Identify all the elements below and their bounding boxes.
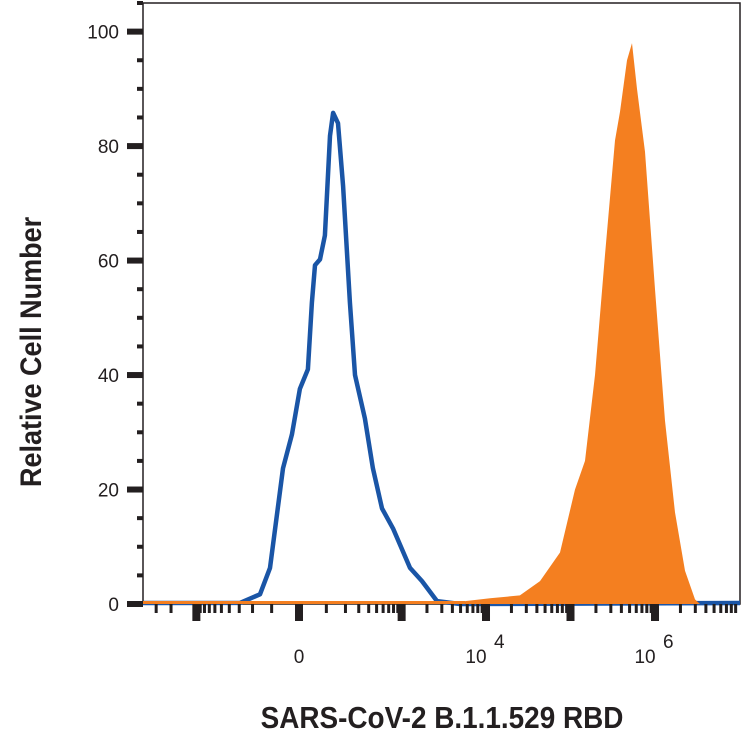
x-minor-tick [450, 604, 454, 613]
y-major-tick [127, 601, 143, 607]
x-minor-tick [555, 604, 559, 613]
x-minor-tick [425, 604, 429, 613]
y-minor-tick [137, 573, 143, 578]
x-minor-tick [324, 604, 328, 613]
y-minor-tick [137, 430, 143, 435]
x-minor-tick [375, 604, 379, 613]
x-minor-tick [154, 604, 158, 613]
x-minor-tick [712, 604, 716, 613]
x-minor-tick [459, 604, 463, 613]
x-tick-label: 10 [634, 647, 655, 668]
x-major-tick [482, 604, 491, 621]
x-minor-tick [392, 604, 396, 613]
x-minor-tick [251, 604, 255, 613]
x-minor-tick [628, 604, 632, 613]
x-minor-tick [357, 604, 361, 613]
x-minor-tick [343, 604, 347, 613]
x-minor-tick [219, 604, 223, 613]
y-minor-tick [137, 86, 143, 91]
x-major-tick [192, 604, 201, 621]
y-minor-tick [137, 172, 143, 177]
x-minor-tick [704, 604, 708, 613]
x-major-tick [566, 604, 575, 621]
y-minor-tick [137, 401, 143, 406]
y-major-tick [127, 372, 143, 379]
x-minor-tick [476, 604, 480, 613]
x-minor-tick [213, 604, 217, 613]
x-minor-tick [560, 604, 564, 613]
y-tick-label: 100 [87, 23, 119, 44]
x-minor-tick [724, 604, 728, 613]
x-minor-tick [535, 604, 539, 613]
x-minor-tick [237, 604, 241, 613]
series-0-outline-histogram [142, 110, 741, 607]
plot-area [142, 2, 741, 607]
x-minor-tick [640, 604, 644, 613]
y-tick-label: 0 [108, 595, 119, 616]
y-major-tick [127, 257, 143, 264]
x-major-tick [295, 604, 303, 621]
x-minor-tick [524, 604, 528, 613]
x-minor-tick [719, 604, 723, 613]
x-axis-label: SARS-CoV-2 B.1.1.529 RBD [260, 700, 624, 735]
y-tick-label: 60 [98, 252, 119, 273]
y-minor-tick [137, 1, 143, 5]
y-tick-label: 40 [98, 366, 119, 387]
y-axis-label: Relative Cell Number [15, 216, 48, 488]
x-major-tick [397, 604, 406, 621]
y-minor-tick [137, 516, 143, 521]
x-minor-tick [734, 604, 738, 613]
y-tick-label: 80 [98, 137, 119, 158]
x-minor-tick [207, 604, 211, 613]
x-tick-label: 10 [465, 647, 486, 668]
series-1-filled-histogram [465, 43, 700, 605]
x-minor-tick [729, 604, 733, 613]
x-minor-tick [465, 604, 469, 613]
x-minor-tick [270, 604, 274, 613]
x-minor-tick [609, 604, 613, 613]
x-minor-tick [509, 604, 513, 613]
x-minor-tick [619, 604, 623, 613]
y-minor-tick [137, 201, 143, 206]
y-major-tick [127, 143, 143, 150]
x-major-tick [651, 604, 660, 621]
x-minor-tick [169, 604, 173, 613]
x-tick-label: 0 [294, 647, 305, 668]
x-minor-tick [634, 604, 638, 613]
x-minor-tick [440, 604, 444, 613]
y-tick-label: 20 [98, 481, 119, 502]
x-minor-tick [202, 604, 206, 613]
x-minor-tick [367, 604, 371, 613]
y-axis: 0 20 40 60 80 100 [87, 1, 143, 616]
x-minor-tick [471, 604, 475, 613]
x-minor-tick [387, 604, 391, 613]
x-axis: 0 10 4 10 6 [154, 604, 738, 668]
y-minor-tick [137, 287, 143, 292]
x-minor-tick [550, 604, 554, 613]
x-tick-label-exponent: 4 [494, 632, 505, 653]
y-major-tick [127, 28, 143, 35]
y-minor-tick [137, 544, 143, 549]
x-minor-tick [594, 604, 598, 613]
y-minor-tick [137, 315, 143, 320]
x-minor-tick [543, 604, 547, 613]
y-minor-tick [137, 58, 143, 63]
x-minor-tick [645, 604, 649, 613]
x-minor-tick [227, 604, 231, 613]
y-major-tick [127, 486, 143, 493]
x-minor-tick [381, 604, 385, 613]
y-minor-tick [137, 229, 143, 234]
y-minor-tick [137, 115, 143, 120]
x-minor-tick [693, 604, 697, 613]
x-tick-label-exponent: 6 [663, 632, 674, 653]
y-minor-tick [137, 344, 143, 349]
x-minor-tick [678, 604, 682, 613]
y-minor-tick [137, 458, 143, 463]
